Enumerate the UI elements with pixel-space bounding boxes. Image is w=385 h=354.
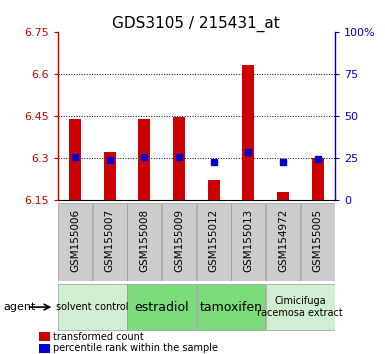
Text: transformed count: transformed count (53, 332, 144, 342)
Text: GSM155006: GSM155006 (70, 209, 80, 272)
Text: GSM155012: GSM155012 (209, 209, 219, 272)
Bar (104, 152, 116, 200)
Bar (231, 202, 265, 281)
Bar (58, 284, 127, 330)
Bar (138, 119, 151, 200)
Bar (162, 202, 196, 281)
Text: GSM154972: GSM154972 (278, 208, 288, 272)
Bar (208, 181, 220, 200)
Text: percentile rank within the sample: percentile rank within the sample (53, 343, 218, 353)
Text: GSM155008: GSM155008 (139, 209, 149, 272)
Bar (242, 65, 254, 200)
Bar (173, 117, 185, 200)
Text: GSM155007: GSM155007 (105, 209, 115, 272)
Text: solvent control: solvent control (56, 302, 129, 312)
Text: GSM155013: GSM155013 (243, 209, 253, 272)
Text: Cimicifuga
racemosa extract: Cimicifuga racemosa extract (258, 296, 343, 318)
Bar (266, 202, 300, 281)
Bar (301, 202, 335, 281)
Bar (69, 119, 81, 200)
Bar (266, 284, 335, 330)
Text: estradiol: estradiol (134, 301, 189, 314)
Bar (127, 284, 196, 330)
Bar (311, 158, 324, 200)
Bar (277, 192, 289, 200)
Text: GSM155005: GSM155005 (313, 209, 323, 272)
Text: agent: agent (4, 302, 36, 312)
Bar (197, 202, 231, 281)
Bar (58, 202, 92, 281)
Bar (197, 284, 265, 330)
Text: GSM155009: GSM155009 (174, 209, 184, 272)
Bar (93, 202, 127, 281)
Text: tamoxifen: tamoxifen (199, 301, 263, 314)
Bar (127, 202, 161, 281)
Title: GDS3105 / 215431_at: GDS3105 / 215431_at (112, 16, 280, 32)
Bar (38, 344, 50, 353)
Bar (38, 332, 50, 341)
